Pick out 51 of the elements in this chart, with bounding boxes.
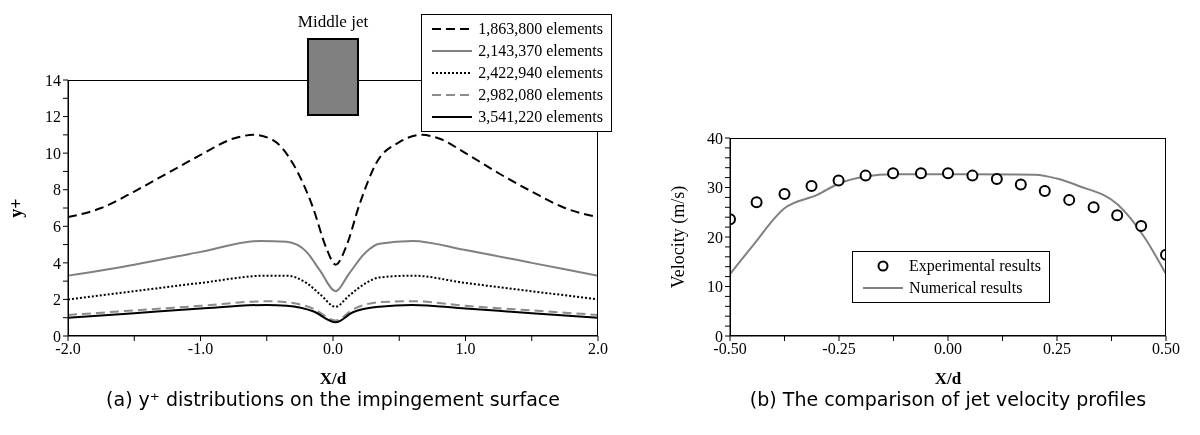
point [1038,184,1051,197]
x-axis-title: X/d [934,369,962,388]
x-tick-label: 0.0 [323,340,343,358]
legend-label: 2,143,370 elements [478,41,603,61]
x-tick-label: -0.25 [822,340,856,358]
legend-label: 2,422,940 elements [478,63,603,83]
x-tick-label: 2.0 [588,340,608,358]
point [1014,178,1027,191]
text: Middle jet [296,12,370,32]
point [750,196,763,209]
legend-label: 3,541,220 elements [478,107,603,127]
point [859,169,872,182]
point [778,187,791,200]
y-tick-label: 8 [53,181,61,199]
y-tick-label: 14 [45,71,61,89]
y-tick-label: 6 [53,217,61,235]
point [966,169,979,182]
x-tick-label: -1.0 [187,340,214,358]
text: (b) The comparison of jet velocity profiles [748,388,1148,410]
legend-label: 1,863,800 elements [478,19,603,39]
y-tick-label: 4 [53,254,61,272]
point [887,167,900,180]
point [1087,201,1100,214]
line-series [68,239,598,293]
y-axis-title: Velocity (m/s) [668,185,690,289]
x-tick-label: 0.50 [1152,340,1180,358]
y-tick-label: 0 [53,327,61,345]
y-tick-label: 12 [45,108,61,126]
x-tick-label: 1.0 [455,340,476,358]
y-axis-title: y+ [6,198,27,218]
point [914,167,927,180]
point [832,174,845,187]
legend-label: Numerical results [909,277,1023,298]
y-tick-label: 20 [707,228,723,246]
x-axis-title: X/d [319,369,347,388]
text: (a) y⁺ distributions on the impingement surface [105,388,561,410]
point [1063,193,1076,206]
legend-label: 2,982,080 elements [478,85,603,105]
point [942,167,954,180]
point [805,180,818,193]
x-tick-label: 0.00 [934,340,962,358]
y-tick-label: 10 [707,278,723,296]
point [1111,209,1124,222]
y-tick-label: 2 [53,291,61,309]
x-tick-label: 0.25 [1043,340,1071,358]
point [1135,220,1148,233]
y-tick-label: 10 [45,144,61,162]
point [990,173,1003,186]
y-tick-label: 30 [707,179,723,197]
legend-label: Experimental results [909,255,1042,277]
y-tick-label: 40 [707,129,723,147]
